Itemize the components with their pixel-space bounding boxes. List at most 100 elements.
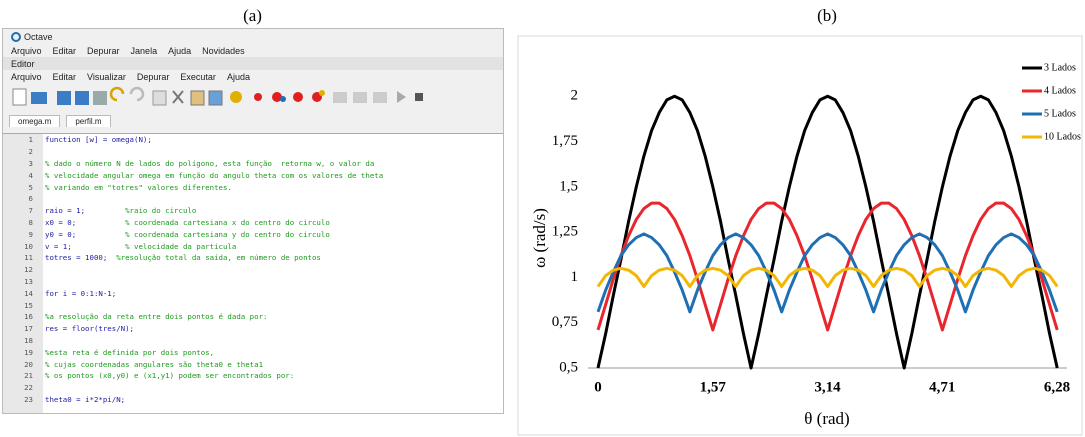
menu-item[interactable]: Executar: [180, 72, 216, 82]
y-axis-label: ω (rad/s): [530, 208, 549, 268]
file-tab[interactable]: perfil.m: [66, 115, 110, 127]
panel-label: (b): [817, 6, 837, 25]
menu-item[interactable]: Arquivo: [11, 46, 42, 56]
chart-frame: [518, 36, 1082, 435]
code-text: x0 = 0;: [45, 218, 125, 227]
line-number: 21: [3, 371, 45, 380]
x-tick-label: 0: [594, 379, 602, 395]
menu-item[interactable]: Novidades: [202, 46, 245, 56]
line-number: 7: [3, 206, 45, 215]
code-comment: %a resolução da reta entre dois pontos é…: [45, 312, 267, 321]
toolbar: [3, 83, 503, 111]
code-line: 22: [3, 382, 503, 394]
code-comment: % velocidade angular omega em função do …: [45, 171, 383, 180]
octave-window: Octave Arquivo Editar Depurar Janela Ajuda No…: [2, 28, 504, 414]
menu-bar: Arquivo Editar Depurar Janela Ajuda Novidades: [3, 44, 503, 57]
window-title: Octave: [24, 32, 53, 42]
code-line: 10v = 1; % velocidade da particula: [3, 240, 503, 252]
line-number: 19: [3, 348, 45, 357]
line-number: 4: [3, 171, 45, 180]
editor-menu: Arquivo Editar Visualizar Depurar Executar Aj…: [3, 70, 503, 83]
line-number: 8: [3, 218, 45, 227]
series-line: [598, 203, 1057, 330]
menu-item[interactable]: Ajuda: [227, 72, 250, 82]
app-icon: [11, 32, 21, 42]
code-line: 6: [3, 193, 503, 205]
code-line: 9y0 = 0; % coordenada cartesiana y do ce…: [3, 228, 503, 240]
menu-item[interactable]: Editar: [53, 72, 77, 82]
y-tick-label: 1,75: [552, 133, 578, 149]
menu-item[interactable]: Janela: [131, 46, 158, 56]
line-number: 22: [3, 383, 45, 392]
editor-label: Editor: [11, 59, 35, 69]
code-text: y0 = 0;: [45, 230, 125, 239]
y-tick-label: 1,25: [552, 224, 578, 240]
code-line: 13: [3, 276, 503, 288]
code-line: 1function [w] = omega(N);: [3, 134, 503, 146]
code-text: function [w] = omega(N);: [45, 135, 152, 144]
line-number: 3: [3, 159, 45, 168]
menu-item[interactable]: Depurar: [87, 46, 120, 56]
code-comment: % coordenada cartesiana y do centro do c…: [125, 230, 330, 239]
line-number: 14: [3, 289, 45, 298]
code-line: 12: [3, 264, 503, 276]
menu-item[interactable]: Ajuda: [168, 46, 191, 56]
line-number: 2: [3, 147, 45, 156]
line-number: 12: [3, 265, 45, 274]
code-line: 5% variando em "totres" valores diferent…: [3, 181, 503, 193]
code-comment: %esta reta é definida por dois pontos,: [45, 348, 214, 357]
code-comment: % dado o número N de lados do polígono, …: [45, 159, 374, 168]
code-line: 21% os pontos (x0,y0) e (x1,y1) podem se…: [3, 370, 503, 382]
toolbar-icons: [11, 86, 481, 108]
x-tick-label: 1,57: [700, 379, 727, 395]
title-bar: Octave: [3, 29, 503, 44]
legend-label: 10 Lados: [1044, 131, 1081, 142]
code-text: res = floor(tres/N);: [45, 324, 134, 333]
series-line: [598, 268, 1057, 286]
code-comment: % velocidade da particula: [125, 242, 236, 251]
code-comment: % os pontos (x0,y0) e (x1,y1) podem ser …: [45, 371, 294, 380]
file-tab[interactable]: omega.m: [9, 115, 60, 127]
series-line: [598, 96, 1057, 368]
x-axis-label: θ (rad): [804, 409, 849, 428]
code-comment: % cujas coordenadas angulares são theta0…: [45, 360, 263, 369]
legend-label: 4 Lados: [1044, 85, 1076, 96]
line-number: 17: [3, 324, 45, 333]
line-number: 11: [3, 253, 45, 262]
code-line: 16%a resolução da reta entre dois pontos…: [3, 311, 503, 323]
line-number: 10: [3, 242, 45, 251]
legend-label: 3 Lados: [1044, 62, 1076, 73]
code-text: raio = 1;: [45, 206, 125, 215]
y-tick-label: 0,5: [559, 359, 578, 375]
code-text: theta0 = i*2*pi/N;: [45, 395, 125, 404]
x-tick-label: 4,71: [929, 379, 955, 395]
line-number: 5: [3, 183, 45, 192]
code-line: 19%esta reta é definida por dois pontos,: [3, 346, 503, 358]
code-line: 4% velocidade angular omega em função do…: [3, 169, 503, 181]
code-comment: %raio do circulo: [125, 206, 196, 215]
menu-item[interactable]: Depurar: [137, 72, 170, 82]
line-number: 20: [3, 360, 45, 369]
menu-item[interactable]: Editar: [53, 46, 77, 56]
y-tick-label: 1,5: [559, 178, 578, 194]
line-number: 15: [3, 301, 45, 310]
y-tick-label: 0,75: [552, 314, 578, 330]
menu-item[interactable]: Visualizar: [87, 72, 126, 82]
code-line: 15: [3, 299, 503, 311]
code-text: totres = 1000;: [45, 253, 116, 262]
line-number: 16: [3, 312, 45, 321]
x-tick-label: 6,28: [1044, 379, 1070, 395]
tab-bar: omega.m perfil.m: [3, 111, 503, 127]
code-line: 18: [3, 335, 503, 347]
menu-item[interactable]: Arquivo: [11, 72, 42, 82]
page: (a) Octave ArquivoEditarDepurarJanelaAju…: [0, 0, 1085, 437]
code-comment: % variando em "totres" valores diferente…: [45, 183, 232, 192]
code-comment: %resolução total da saída, em número de …: [116, 253, 321, 262]
code-text: v = 1;: [45, 242, 125, 251]
